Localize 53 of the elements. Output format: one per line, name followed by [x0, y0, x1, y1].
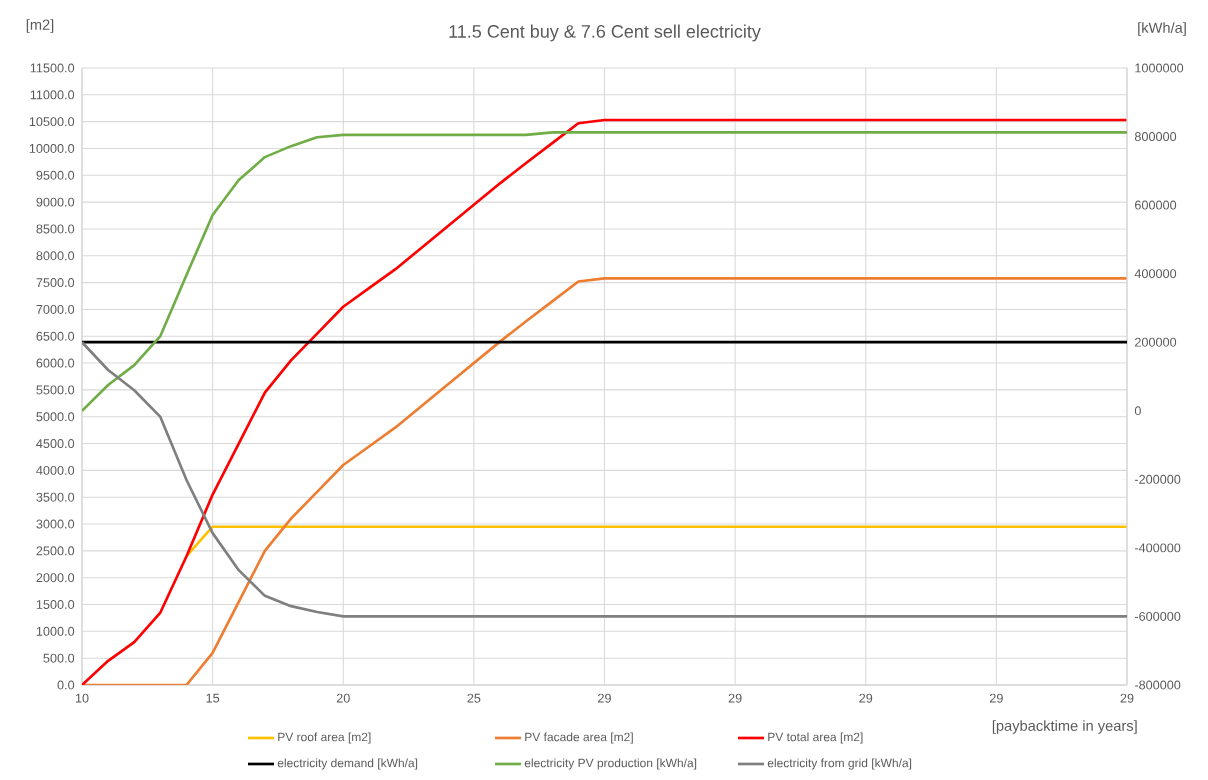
- legend-label: PV facade area [m2]: [525, 732, 633, 744]
- legend-label: PV roof area [m2]: [278, 732, 371, 744]
- y-tick-label: 8500.0: [36, 224, 75, 234]
- legend-label: PV total area [m2]: [768, 732, 863, 744]
- y-tick-label: 11000.0: [30, 90, 75, 100]
- y-tick-label: 6000.0: [36, 358, 75, 368]
- y-tick-label: 4000.0: [36, 465, 75, 475]
- x-tick-label: 29: [989, 693, 1003, 703]
- y-tick-label: 2000.0: [36, 573, 75, 583]
- y2-tick-label: -200000: [1134, 474, 1181, 484]
- x-tick-label: 25: [467, 693, 481, 703]
- legend-label: electricity demand [kWh/a]: [277, 758, 418, 770]
- legend-label: electricity from grid [kWh/a]: [767, 758, 912, 770]
- y-tick-label: 9000.0: [36, 197, 75, 207]
- x-axis-title: [paybacktime in years]: [992, 720, 1137, 734]
- y2-tick-label: -600000: [1134, 611, 1181, 621]
- y-tick-label: 3500.0: [36, 492, 75, 502]
- y-tick-label: 6500.0: [36, 331, 75, 341]
- x-tick-label: 20: [336, 693, 350, 703]
- y2-tick-label: -800000: [1134, 680, 1181, 690]
- y-tick-label: 10000.0: [29, 143, 75, 153]
- x-tick-label: 29: [598, 693, 611, 703]
- y-tick-label: 1000.0: [36, 626, 75, 636]
- y-tick-label: 1500.0: [36, 600, 75, 609]
- y2-axis-title: [kWh/a]: [1138, 22, 1186, 36]
- x-tick-label: 29: [859, 693, 873, 703]
- y-tick-label: 7500.0: [36, 278, 75, 288]
- y-tick-label: 5500.0: [36, 385, 75, 395]
- y-tick-label: 5000.0: [36, 412, 75, 422]
- x-tick-label: 29: [1120, 693, 1134, 703]
- y-tick-label: 2500.0: [36, 546, 75, 556]
- x-tick-label: 10: [75, 693, 89, 703]
- y-tick-label: 10500.0: [29, 117, 75, 127]
- y-tick-label: 0.0: [57, 680, 75, 690]
- y2-tick-label: 400000: [1134, 269, 1177, 279]
- y2-tick-label: 800000: [1134, 132, 1177, 142]
- y-tick-label: 7000.0: [36, 304, 75, 314]
- chart-title: 11.5 Cent buy & 7.6 Cent sell electricity: [449, 24, 761, 42]
- y-tick-label: 9500.0: [36, 170, 75, 180]
- y2-tick-label: 1000000: [1135, 63, 1184, 73]
- y-tick-label: 11500.0: [30, 63, 75, 73]
- y2-tick-label: 0: [1134, 406, 1141, 416]
- legend-label: electricity PV production [kWh/a]: [524, 758, 697, 770]
- y-axis-title: [m2]: [26, 19, 54, 33]
- x-tick-label: 15: [206, 693, 220, 703]
- y-tick-label: 500.0: [43, 653, 75, 663]
- y2-tick-label: 600000: [1135, 200, 1177, 210]
- y2-tick-label: 200000: [1135, 337, 1177, 347]
- y2-tick-label: -400000: [1134, 543, 1181, 553]
- x-tick-label: 29: [728, 693, 742, 703]
- y-tick-label: 3000.0: [36, 519, 75, 529]
- y-tick-label: 8000.0: [36, 251, 75, 261]
- y-tick-label: 4500.0: [36, 439, 75, 449]
